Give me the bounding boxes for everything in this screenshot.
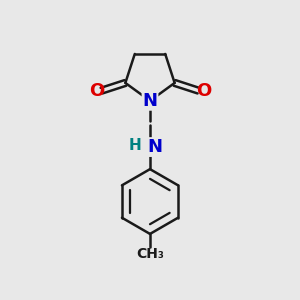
Text: O: O (196, 82, 212, 100)
Text: H: H (128, 138, 141, 153)
Text: CH₃: CH₃ (136, 247, 164, 261)
Text: N: N (142, 92, 158, 110)
Text: N: N (147, 138, 162, 156)
Text: O: O (88, 82, 104, 100)
